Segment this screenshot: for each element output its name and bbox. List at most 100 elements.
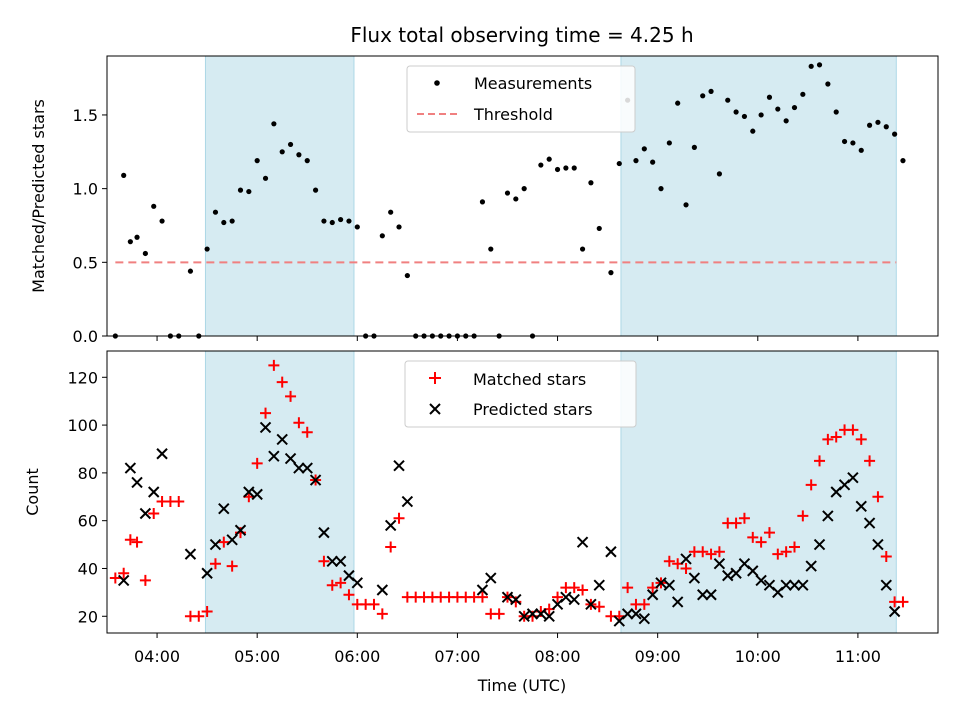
y-tick-label: 100 [67, 416, 98, 435]
y-tick-label: 40 [78, 559, 98, 578]
measurement-point [151, 203, 157, 209]
bottom-axes-frame [106, 350, 939, 634]
predicted-star-point [872, 538, 884, 551]
measurement-point [808, 63, 814, 69]
legend-predicted-marker [429, 403, 441, 415]
x-axis-label: Time (UTC) [477, 676, 566, 695]
matched-star-point [568, 582, 580, 594]
measurement-point [479, 199, 486, 205]
measurement-point [237, 187, 244, 193]
predicted-star-point [393, 460, 405, 472]
measurement-point [287, 141, 294, 148]
predicted-star-point [124, 462, 137, 474]
predicted-star-point [218, 503, 230, 515]
measurement-point [858, 147, 864, 153]
y-tick-label: 1.5 [73, 106, 98, 125]
measurement-point [875, 119, 881, 125]
predicted-star-point [510, 593, 522, 606]
measurement-point [725, 97, 731, 103]
matched-star-point [552, 591, 564, 603]
measurement-point [892, 131, 898, 137]
measurement-point [396, 224, 402, 230]
legend-matched-marker [429, 372, 441, 384]
predicted-star-point [376, 584, 389, 596]
measurement-point [783, 118, 789, 124]
matched-star-point [855, 433, 867, 445]
predicted-star-point [543, 610, 555, 622]
measurement-point [262, 175, 269, 181]
measurement-point [775, 106, 781, 112]
predicted-star-point [351, 577, 364, 589]
measurement-point [733, 109, 739, 115]
measurement-point [321, 218, 327, 224]
matched-star-point [738, 512, 750, 524]
bottom-x-ticks: 04:00 05:00 06:00 07:00 08:00 09:00 10:00 11:00 [134, 633, 881, 666]
predicted-star-point [847, 471, 859, 484]
predicted-star-point [156, 448, 168, 460]
predicted-star-point [585, 598, 597, 611]
measurement-point [134, 234, 140, 240]
matched-star-point [251, 457, 263, 469]
measurement-point [841, 138, 848, 145]
y-tick-label: 20 [78, 607, 98, 626]
matched-star-point [260, 407, 272, 419]
matched-star-point [772, 548, 784, 560]
matched-star-point [376, 608, 388, 620]
measurement-point [666, 140, 672, 146]
matched-star-point [638, 598, 650, 610]
predicted-star-point [755, 574, 767, 587]
y-tick-label: 1.0 [73, 180, 98, 199]
top-legend: Measurements Threshold [406, 65, 636, 133]
predicted-star-point [605, 546, 617, 558]
measurement-point [304, 158, 310, 164]
bottom-observing-shades [204, 350, 897, 634]
predicted-star-point [117, 574, 130, 587]
chart-title: Flux total observing time = 4.25 h [350, 23, 693, 47]
measurement-point [354, 224, 360, 230]
y-tick-label: 120 [67, 368, 98, 387]
legend-threshold-label: Threshold [473, 105, 553, 124]
measurement-point [816, 62, 823, 68]
measurement-point [608, 270, 614, 276]
measurement-point [616, 160, 622, 167]
predicted-star-point [747, 565, 759, 577]
predicted-star-point [722, 569, 734, 582]
matched-star-point [343, 589, 355, 601]
predicted-star-point [730, 567, 742, 579]
predicted-star-point [485, 572, 497, 584]
matched-star-point [385, 541, 397, 553]
measurement-point [700, 93, 706, 99]
observing-shade [204, 55, 355, 337]
predicted-star-point [226, 534, 238, 546]
bottom-legend: Matched stars Predicted stars [404, 360, 637, 428]
predicted-star-point [309, 474, 322, 486]
measurement-point [296, 152, 302, 158]
predicted-star-point [401, 495, 414, 508]
measurement-point [329, 219, 335, 226]
predicted-star-point [259, 421, 272, 434]
matched-star-point [476, 591, 488, 603]
measurement-point [691, 144, 697, 150]
matched-star-point [864, 455, 876, 467]
predicted-star-point [680, 553, 692, 565]
predicted-star-point [284, 452, 297, 465]
measurement-point [825, 81, 831, 87]
legend-predicted-label: Predicted stars [473, 400, 593, 419]
predicted-star-point [805, 560, 817, 572]
measurement-point [554, 166, 561, 173]
measurement-point [488, 246, 494, 252]
count-panel: 20 40 60 80 100 120 04:00 05:00 06:00 07:00 08:00… [23, 350, 939, 695]
predicted-star-point [813, 538, 826, 551]
measurement-point [346, 218, 352, 224]
matched-star-point [301, 426, 313, 438]
predicted-star-point [568, 593, 580, 606]
matched-star-point [193, 610, 205, 622]
measurement-point [758, 112, 764, 118]
matched-star-point [747, 531, 759, 543]
predicted-star-point [201, 567, 213, 579]
measurement-point [338, 216, 344, 223]
measurement-point [513, 196, 519, 202]
top-axes-frame [106, 55, 939, 337]
predicted-star-point [630, 608, 642, 620]
